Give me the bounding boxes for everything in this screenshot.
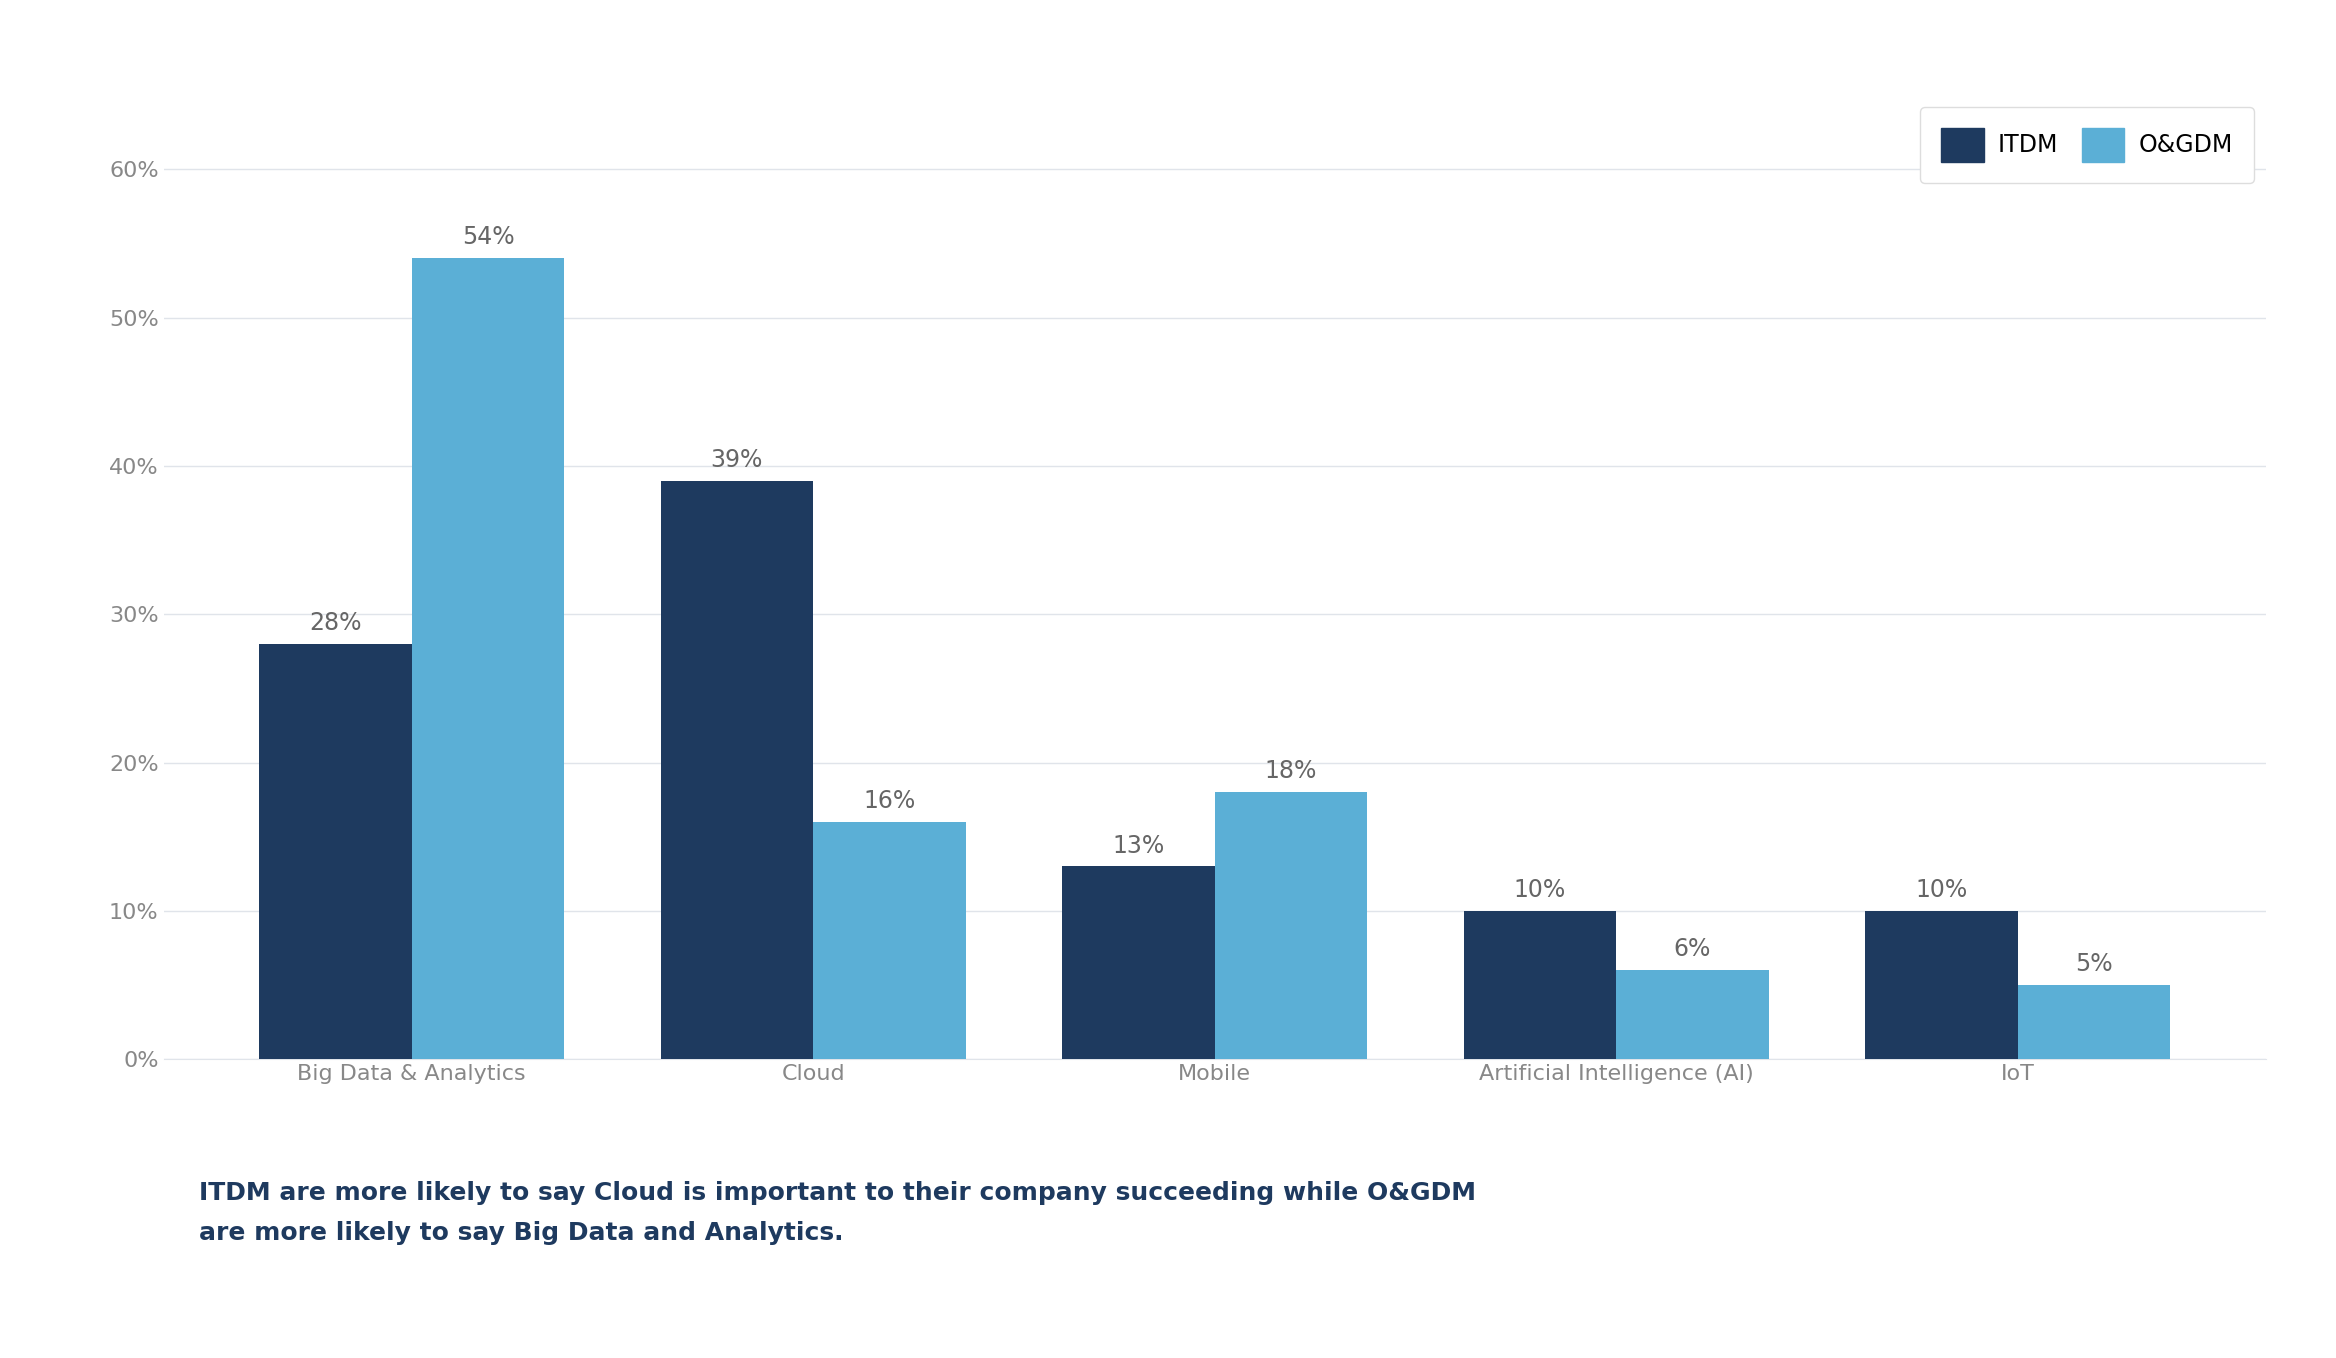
Legend: ITDM, O&GDM: ITDM, O&GDM [1920, 107, 2254, 183]
Text: 28%: 28% [308, 611, 362, 636]
Bar [1864, 911, 2018, 1059]
Text: 13%: 13% [1112, 834, 1166, 857]
Text: 10%: 10% [1916, 879, 1967, 902]
Bar [411, 258, 565, 1059]
Bar [1215, 792, 1367, 1059]
Bar [1617, 970, 1768, 1059]
Bar [661, 481, 813, 1059]
Text: 39%: 39% [710, 448, 764, 471]
Bar [259, 644, 411, 1059]
Text: 54%: 54% [463, 225, 514, 250]
Text: ITDM are more likely to say Cloud is important to their company succeeding while: ITDM are more likely to say Cloud is imp… [199, 1181, 1476, 1245]
Bar [1465, 911, 1617, 1059]
Text: 18%: 18% [1264, 759, 1318, 784]
Text: 16%: 16% [864, 789, 916, 813]
Bar [2018, 985, 2170, 1059]
Bar [813, 822, 965, 1059]
Bar [1063, 866, 1215, 1059]
Text: 5%: 5% [2074, 952, 2112, 976]
Text: 10%: 10% [1514, 879, 1565, 902]
Text: 6%: 6% [1675, 937, 1712, 961]
